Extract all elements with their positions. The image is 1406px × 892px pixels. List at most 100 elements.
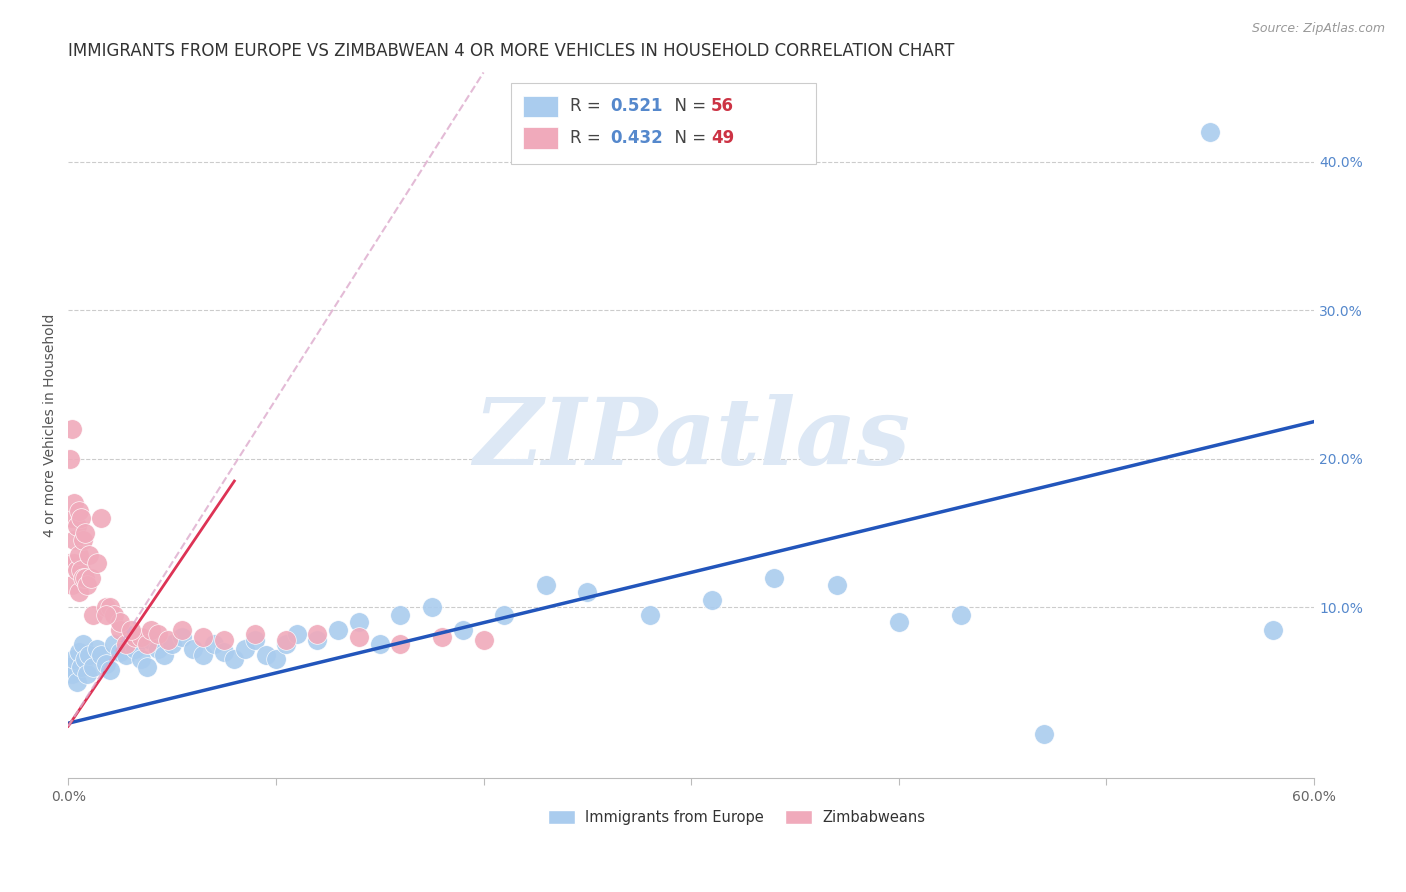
- Point: [76, 578, 98, 592]
- Point: [63, 556, 86, 570]
- Point: [193, 630, 215, 644]
- Point: [80, 571, 103, 585]
- Point: [534, 578, 557, 592]
- Point: [172, 623, 194, 637]
- Point: [368, 638, 391, 652]
- Point: [94, 600, 117, 615]
- Point: [73, 652, 96, 666]
- Point: [108, 645, 131, 659]
- Text: N =: N =: [664, 97, 711, 115]
- Point: [887, 615, 910, 630]
- Point: [65, 563, 87, 577]
- Point: [103, 607, 125, 622]
- Point: [82, 659, 104, 673]
- Point: [90, 511, 112, 525]
- Point: [94, 607, 117, 622]
- FancyBboxPatch shape: [523, 128, 558, 149]
- Point: [60, 422, 83, 436]
- Point: [451, 623, 474, 637]
- Point: [120, 623, 142, 637]
- Text: 49: 49: [711, 129, 734, 147]
- Point: [59, 451, 82, 466]
- Point: [60, 511, 83, 525]
- Point: [98, 663, 121, 677]
- Point: [67, 504, 90, 518]
- Text: N =: N =: [664, 129, 711, 147]
- Point: [90, 648, 112, 662]
- Point: [60, 578, 83, 592]
- Point: [152, 648, 174, 662]
- Point: [72, 533, 94, 548]
- Point: [700, 593, 723, 607]
- FancyBboxPatch shape: [785, 810, 813, 824]
- Text: R =: R =: [571, 97, 606, 115]
- Point: [156, 633, 179, 648]
- Point: [254, 648, 277, 662]
- Point: [82, 607, 104, 622]
- Point: [160, 638, 183, 652]
- Point: [950, 607, 973, 622]
- Point: [65, 518, 87, 533]
- Text: Source: ZipAtlas.com: Source: ZipAtlas.com: [1251, 22, 1385, 36]
- Point: [181, 642, 204, 657]
- Point: [65, 674, 87, 689]
- Point: [115, 648, 138, 662]
- Point: [124, 630, 146, 644]
- Point: [129, 652, 152, 666]
- Text: 56: 56: [711, 97, 734, 115]
- Point: [212, 645, 235, 659]
- Point: [136, 659, 159, 673]
- Text: R =: R =: [571, 129, 606, 147]
- Point: [60, 667, 83, 681]
- Point: [1261, 623, 1284, 637]
- Point: [73, 526, 96, 541]
- Text: Zimbabweans: Zimbabweans: [823, 810, 925, 824]
- Point: [193, 648, 215, 662]
- Point: [202, 638, 225, 652]
- Point: [67, 645, 90, 659]
- Point: [59, 556, 82, 570]
- Point: [67, 585, 90, 599]
- Point: [763, 571, 786, 585]
- Point: [233, 642, 256, 657]
- Text: ZIPatlas: ZIPatlas: [472, 394, 910, 484]
- FancyBboxPatch shape: [510, 83, 815, 164]
- Point: [69, 511, 91, 525]
- Point: [430, 630, 453, 644]
- Point: [1199, 125, 1222, 139]
- Point: [146, 642, 169, 657]
- Point: [638, 607, 661, 622]
- Point: [576, 585, 599, 599]
- FancyBboxPatch shape: [523, 95, 558, 117]
- Point: [76, 667, 98, 681]
- Point: [347, 615, 370, 630]
- Point: [77, 648, 100, 662]
- Point: [63, 533, 86, 548]
- Point: [276, 633, 298, 648]
- Point: [212, 633, 235, 648]
- Point: [307, 633, 329, 648]
- Point: [141, 623, 163, 637]
- Point: [307, 627, 329, 641]
- Point: [63, 496, 86, 510]
- Point: [69, 563, 91, 577]
- Point: [389, 607, 412, 622]
- Point: [276, 638, 298, 652]
- Point: [86, 642, 108, 657]
- Point: [67, 549, 90, 563]
- Point: [115, 638, 138, 652]
- Point: [77, 549, 100, 563]
- Point: [825, 578, 848, 592]
- Point: [243, 633, 266, 648]
- Point: [94, 657, 117, 671]
- Point: [347, 630, 370, 644]
- Point: [73, 571, 96, 585]
- Point: [72, 571, 94, 585]
- Point: [243, 627, 266, 641]
- Point: [494, 607, 516, 622]
- Point: [264, 652, 287, 666]
- Point: [98, 600, 121, 615]
- Text: 0.432: 0.432: [610, 129, 664, 147]
- Point: [420, 600, 443, 615]
- Point: [141, 633, 163, 648]
